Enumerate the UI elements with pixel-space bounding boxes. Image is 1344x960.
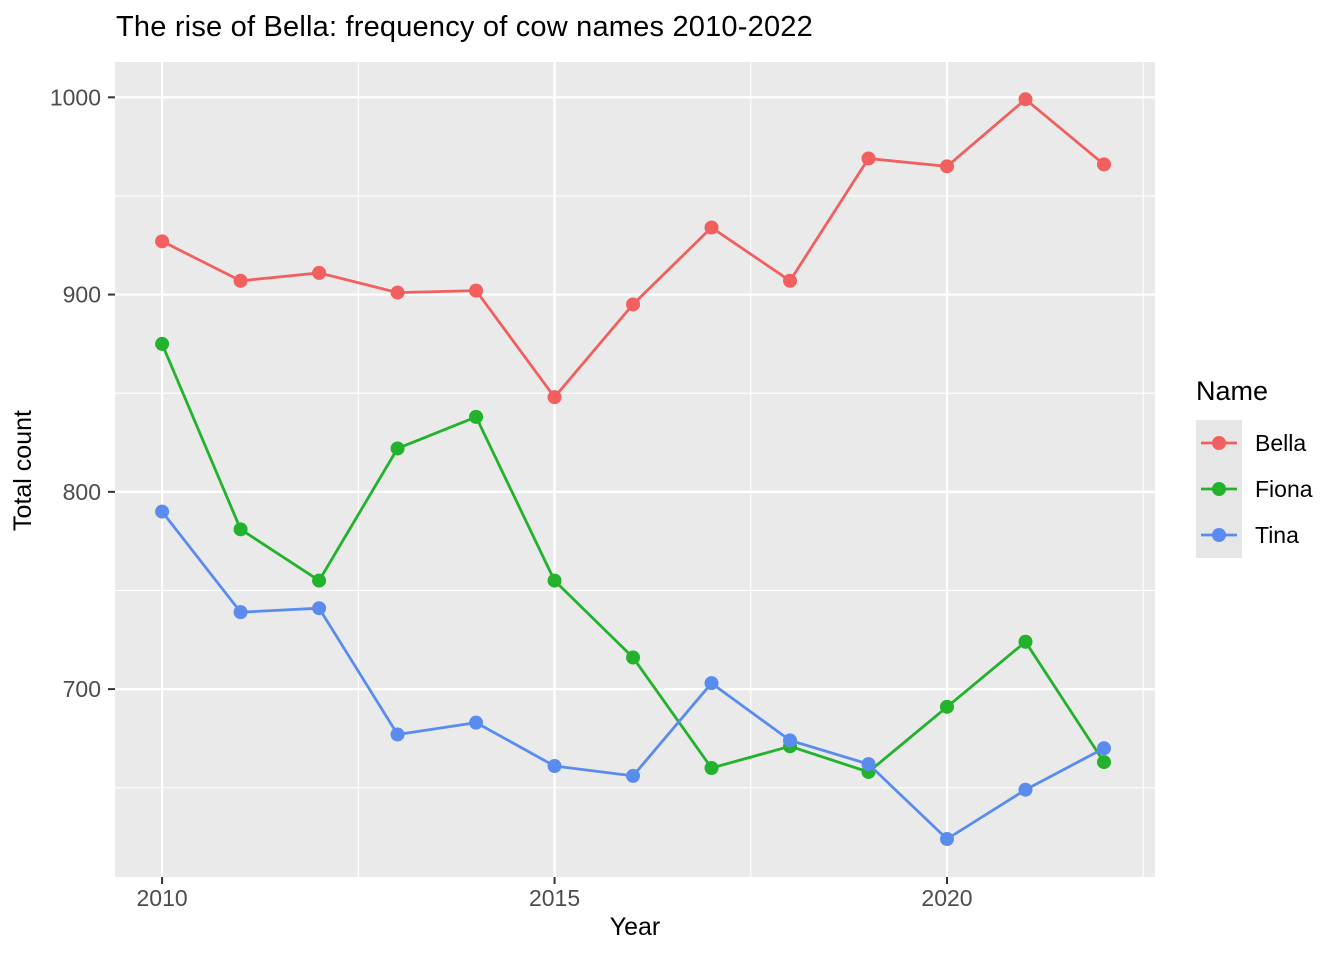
x-tick-label: 2020 — [921, 885, 972, 911]
y-axis-title: Total count — [8, 410, 37, 531]
data-point-fiona — [626, 650, 641, 665]
data-point-bella — [1018, 92, 1033, 107]
data-point-tina — [1096, 741, 1111, 756]
data-point-bella — [547, 390, 562, 405]
legend-key-glyph-bella — [1196, 420, 1242, 466]
legend-entry-tina: Tina — [1196, 512, 1313, 558]
x-tick-label: 2010 — [137, 885, 188, 911]
legend-entry-bella: Bella — [1196, 420, 1313, 466]
data-point-fiona — [1096, 755, 1111, 770]
y-tick-label: 800 — [63, 479, 101, 505]
chart-title: The rise of Bella: frequency of cow name… — [116, 11, 813, 43]
data-point-tina — [390, 727, 405, 742]
data-point-bella — [940, 159, 954, 174]
panel-background — [115, 62, 1155, 877]
data-point-tina — [469, 715, 484, 730]
data-point-bella — [155, 234, 170, 249]
data-point-fiona — [1018, 634, 1033, 649]
data-point-bella — [312, 265, 327, 280]
data-point-fiona — [704, 761, 719, 776]
legend-label-tina: Tina — [1255, 521, 1299, 548]
data-point-tina — [312, 601, 327, 616]
data-point-tina — [547, 759, 562, 774]
data-point-tina — [233, 605, 248, 620]
data-point-fiona — [390, 441, 405, 456]
x-axis-title: Year — [609, 913, 661, 941]
data-point-bella — [1096, 157, 1111, 172]
legend-label-bella: Bella — [1255, 429, 1307, 456]
data-point-bella — [783, 273, 798, 288]
data-point-tina — [783, 733, 798, 748]
data-point-tina — [626, 768, 641, 783]
legend-label-fiona: Fiona — [1255, 475, 1313, 502]
legend-key-glyph-tina — [1196, 512, 1242, 558]
data-point-fiona — [155, 336, 170, 351]
data-point-bella — [626, 297, 641, 312]
legend: Name Bella Fiona Tina — [1196, 376, 1313, 558]
legend-title: Name — [1196, 376, 1269, 406]
legend-keys: Bella Fiona Tina — [1196, 420, 1313, 558]
data-point-bella — [390, 285, 405, 300]
data-point-tina — [861, 757, 876, 772]
legend-entry-fiona: Fiona — [1196, 466, 1313, 512]
data-point-fiona — [469, 409, 484, 424]
data-point-tina — [940, 832, 954, 847]
y-tick-label: 900 — [63, 282, 101, 308]
data-point-fiona — [233, 522, 248, 537]
data-point-fiona — [547, 573, 562, 588]
data-point-bella — [861, 151, 876, 166]
data-point-fiona — [940, 699, 954, 714]
x-tick-label: 2015 — [529, 885, 580, 911]
data-point-tina — [704, 676, 719, 691]
y-tick-label: 700 — [63, 676, 101, 702]
data-point-bella — [469, 283, 484, 298]
data-point-tina — [155, 504, 170, 519]
data-point-bella — [704, 220, 719, 235]
data-point-tina — [1018, 782, 1033, 797]
data-point-fiona — [312, 573, 327, 588]
legend-key-glyph-fiona — [1196, 466, 1242, 512]
y-tick-label: 1000 — [50, 84, 101, 110]
data-point-bella — [233, 273, 248, 288]
